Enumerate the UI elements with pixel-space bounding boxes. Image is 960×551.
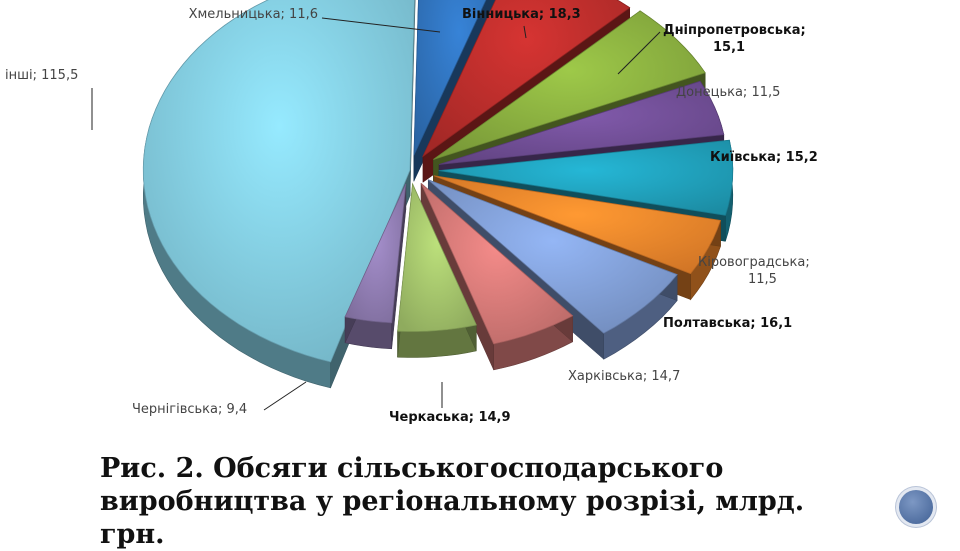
caption-line-1: Рис. 2. Обсяги сільськогосподарського bbox=[100, 453, 724, 484]
pie-slice-top-6 bbox=[427, 179, 678, 334]
leader-line-0 bbox=[321, 17, 441, 33]
slice-label-10: інші; 115,5 bbox=[5, 68, 78, 83]
slice-label-1: Вінницька; 18,3 bbox=[462, 7, 581, 22]
pie-slice-top-9 bbox=[344, 183, 407, 324]
slice-label-5: Кіровоградська; 11,5 bbox=[698, 255, 810, 287]
slide-number-badge bbox=[899, 490, 933, 524]
pie-slice-top-2 bbox=[433, 10, 706, 160]
slice-label-7: Харківська; 14,7 bbox=[568, 369, 680, 384]
pie-slice-top-4 bbox=[438, 139, 734, 216]
slice-label-4: Київська; 15,2 bbox=[710, 150, 818, 165]
slice-label-8: Черкаська; 14,9 bbox=[389, 410, 511, 425]
pie-slice-top-5 bbox=[433, 175, 722, 275]
caption-line-2: виробництва у регіональному розрізі, млр… bbox=[100, 486, 805, 550]
pie-slice-top-10 bbox=[142, 0, 415, 363]
figure-caption: Рис. 2. Обсяги сільськогосподарського ви… bbox=[100, 452, 860, 551]
pie-slice-8 bbox=[397, 182, 477, 358]
pie-slice-9 bbox=[344, 183, 407, 350]
pie-slice-top-7 bbox=[420, 182, 574, 345]
leader-line-1 bbox=[523, 25, 527, 39]
leader-line-2 bbox=[617, 31, 661, 75]
pie-slice-top-1 bbox=[422, 0, 631, 158]
slice-label-3: Донецька; 11,5 bbox=[676, 85, 780, 100]
pie-slice-top-0 bbox=[413, 0, 487, 156]
slice-label-6: Полтавська; 16,1 bbox=[663, 316, 792, 331]
leader-line-9 bbox=[263, 381, 307, 411]
pie-chart: Хмельницька; 11,6 Вінницька; 18,3 Дніпропе… bbox=[5, 0, 818, 425]
slice-label-9: Чернігівська; 9,4 bbox=[132, 402, 247, 417]
pie-slice-top-8 bbox=[397, 182, 477, 332]
slice-label-0: Хмельницька; 11,6 bbox=[189, 7, 318, 22]
slice-label-2: Дніпропетровська; 15,1 bbox=[663, 23, 806, 55]
pie-slice-0 bbox=[413, 0, 499, 182]
pie-slice-top-3 bbox=[438, 80, 725, 165]
